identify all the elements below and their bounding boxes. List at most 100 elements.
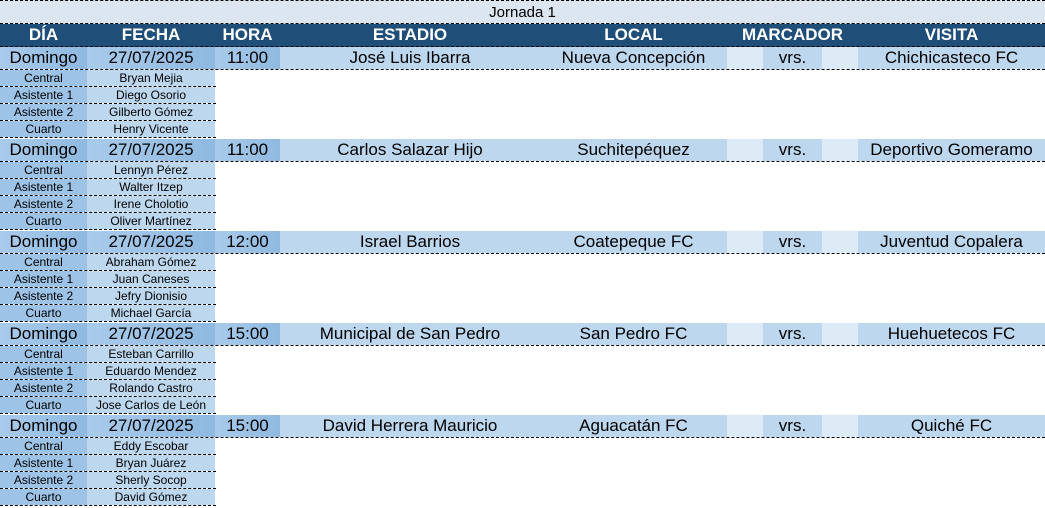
match-vs: vrs. <box>763 415 822 437</box>
referee-name: Diego Osorio <box>87 87 215 103</box>
referee-row: Central Eddy Escobar <box>0 438 216 455</box>
referee-row: Central Abraham Gómez <box>0 254 216 271</box>
match-vs: vrs. <box>763 231 822 253</box>
referee-row: Cuarto Jose Carlos de León <box>0 397 216 414</box>
referee-role: Asistente 2 <box>0 380 87 396</box>
referee-name: Oliver Martínez <box>87 213 215 229</box>
match-vs: vrs. <box>763 47 822 69</box>
match-date: 27/07/2025 <box>87 415 215 437</box>
referee-row: Asistente 2 Gilberto Gómez <box>0 104 216 121</box>
referee-role: Asistente 1 <box>0 363 87 379</box>
match-day: Domingo <box>0 231 87 253</box>
referee-name: Gilberto Gómez <box>87 104 215 120</box>
referee-role: Asistente 1 <box>0 179 87 195</box>
match-row: Domingo 27/07/2025 12:00 Israel Barrios Coat… <box>0 231 1045 254</box>
match-date: 27/07/2025 <box>87 231 215 253</box>
referee-role: Asistente 2 <box>0 472 87 488</box>
referee-role: Central <box>0 346 87 362</box>
referee-name: David Gómez <box>87 489 215 505</box>
referee-role: Asistente 1 <box>0 271 87 287</box>
round-title: Jornada 1 <box>0 0 1045 24</box>
match-stadium: David Herrera Mauricio <box>280 415 540 437</box>
score-local[interactable] <box>727 139 763 161</box>
match-date: 27/07/2025 <box>87 323 215 345</box>
referee-name: Juan Caneses <box>87 271 215 287</box>
referee-row: Asistente 2 Rolando Castro <box>0 380 216 397</box>
referee-row: Asistente 2 Irene Cholotio <box>0 196 216 213</box>
score-local[interactable] <box>727 415 763 437</box>
match-day: Domingo <box>0 323 87 345</box>
header-visit: VISITA <box>924 25 979 44</box>
score-local[interactable] <box>727 47 763 69</box>
match-time: 15:00 <box>215 323 280 345</box>
referee-name: Sherly Socop <box>87 472 215 488</box>
match-local: San Pedro FC <box>540 323 727 345</box>
referee-row: Cuarto David Gómez <box>0 489 216 506</box>
score-visit[interactable] <box>822 47 858 69</box>
referee-row: Cuarto Michael García <box>0 305 216 322</box>
match-stadium: Municipal de San Pedro <box>280 323 540 345</box>
header-time: HORA <box>222 25 273 44</box>
referee-name: Michael García <box>87 305 215 321</box>
referee-name: Walter Itzep <box>87 179 215 195</box>
referee-role: Cuarto <box>0 121 87 137</box>
header-date: FECHA <box>121 25 181 44</box>
match-day: Domingo <box>0 415 87 437</box>
referee-role: Asistente 1 <box>0 455 87 471</box>
match-time: 11:00 <box>215 139 280 161</box>
referee-name: Bryan Mejia <box>87 70 215 86</box>
referee-role: Asistente 2 <box>0 288 87 304</box>
match-visit: Juventud Copalera <box>858 231 1045 253</box>
match-local: Coatepeque FC <box>540 231 727 253</box>
match-row: Domingo 27/07/2025 11:00 Carlos Salazar Hij… <box>0 139 1045 162</box>
header-local: LOCAL <box>604 25 663 44</box>
match-row: Domingo 27/07/2025 15:00 Municipal de San P… <box>0 323 1045 346</box>
referee-row: Cuarto Oliver Martínez <box>0 213 216 230</box>
referee-name: Irene Cholotio <box>87 196 215 212</box>
referee-name: Rolando Castro <box>87 380 215 396</box>
match-vs: vrs. <box>763 139 822 161</box>
match-day: Domingo <box>0 47 87 69</box>
score-visit[interactable] <box>822 139 858 161</box>
match-stadium: Carlos Salazar Hijo <box>280 139 540 161</box>
score-visit[interactable] <box>822 415 858 437</box>
match-time: 11:00 <box>215 47 280 69</box>
referee-row: Asistente 1 Juan Caneses <box>0 271 216 288</box>
referee-role: Asistente 2 <box>0 104 87 120</box>
referee-name: Eduardo Mendez <box>87 363 215 379</box>
header-stadium: ESTADIO <box>372 25 448 44</box>
referee-role: Central <box>0 438 87 454</box>
referee-row: Cuarto Henry Vicente <box>0 121 216 138</box>
match-visit: Quiché FC <box>858 415 1045 437</box>
match-visit: Huehuetecos FC <box>858 323 1045 345</box>
match-local: Nueva Concepción <box>540 47 727 69</box>
match-date: 27/07/2025 <box>87 139 215 161</box>
header-row: DÍA FECHA HORA ESTADIO LOCAL MARCADOR VI… <box>0 24 1045 47</box>
match-local: Suchitepéquez <box>540 139 727 161</box>
match-time: 12:00 <box>215 231 280 253</box>
referee-role: Central <box>0 254 87 270</box>
referee-row: Central Esteban Carrillo <box>0 346 216 363</box>
referee-name: Henry Vicente <box>87 121 215 137</box>
referee-role: Cuarto <box>0 489 87 505</box>
match-time: 15:00 <box>215 415 280 437</box>
referee-name: Jose Carlos de León <box>87 397 215 413</box>
match-stadium: José Luis Ibarra <box>280 47 540 69</box>
score-local[interactable] <box>727 323 763 345</box>
match-local: Aguacatán FC <box>540 415 727 437</box>
match-visit: Chichicasteco FC <box>858 47 1045 69</box>
referee-role: Central <box>0 162 87 178</box>
score-visit[interactable] <box>822 323 858 345</box>
referee-role: Cuarto <box>0 305 87 321</box>
referee-name: Esteban Carrillo <box>87 346 215 362</box>
referee-name: Bryan Juárez <box>87 455 215 471</box>
score-visit[interactable] <box>822 231 858 253</box>
header-score: MARCADOR <box>741 25 844 44</box>
match-vs: vrs. <box>763 323 822 345</box>
match-visit: Deportivo Gomeramo <box>858 139 1045 161</box>
score-local[interactable] <box>727 231 763 253</box>
referee-role: Central <box>0 70 87 86</box>
referee-row: Asistente 1 Bryan Juárez <box>0 455 216 472</box>
referee-name: Abraham Gómez <box>87 254 215 270</box>
referee-row: Asistente 1 Walter Itzep <box>0 179 216 196</box>
